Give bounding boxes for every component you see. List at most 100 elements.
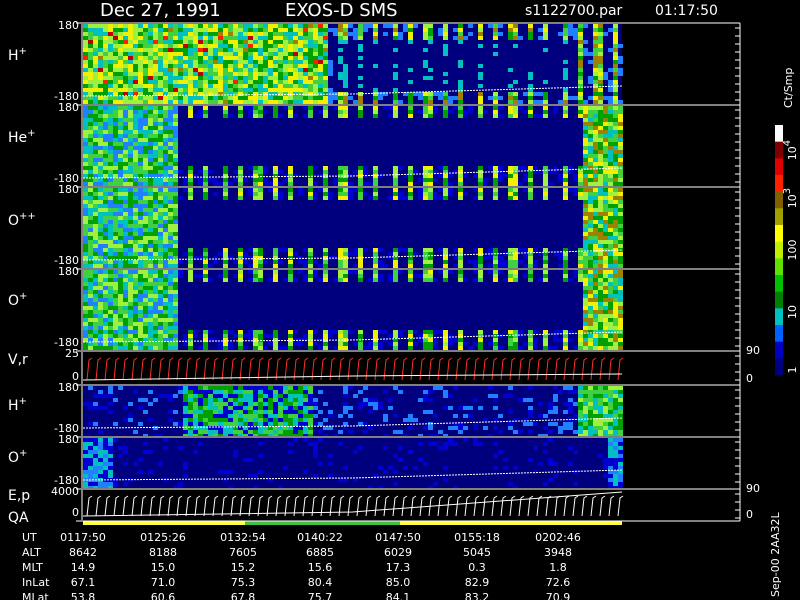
cell xyxy=(513,486,518,488)
cell xyxy=(203,330,208,334)
cell xyxy=(233,76,238,80)
cell xyxy=(238,114,243,118)
cell xyxy=(193,330,198,334)
cell xyxy=(168,200,173,204)
cell xyxy=(83,224,88,228)
cell xyxy=(253,68,258,72)
cell xyxy=(143,84,148,88)
cell xyxy=(578,414,583,418)
cell xyxy=(238,166,243,170)
cell xyxy=(543,166,548,170)
cell xyxy=(598,310,603,314)
cell xyxy=(568,170,573,174)
cell xyxy=(83,134,88,138)
cell xyxy=(133,326,138,330)
cell xyxy=(98,60,103,64)
cell xyxy=(608,146,613,150)
cell xyxy=(598,256,603,260)
cell xyxy=(238,44,243,48)
cell xyxy=(458,24,463,28)
cell xyxy=(128,232,133,236)
cell xyxy=(123,462,128,466)
cell xyxy=(113,310,118,314)
cell xyxy=(578,60,583,64)
cell xyxy=(223,346,228,350)
cell xyxy=(263,92,268,96)
cell xyxy=(143,200,148,204)
cell xyxy=(598,236,603,240)
cell xyxy=(613,430,618,434)
cell xyxy=(193,430,198,434)
cell xyxy=(513,174,518,178)
cell xyxy=(398,248,403,252)
cell xyxy=(408,32,413,36)
cell xyxy=(103,318,108,322)
cell xyxy=(208,80,213,84)
cell xyxy=(508,278,513,282)
cell xyxy=(88,200,93,204)
cell xyxy=(313,166,318,170)
cell xyxy=(148,142,153,146)
cell xyxy=(353,248,358,252)
cell xyxy=(268,64,273,68)
cell xyxy=(83,212,88,216)
cell xyxy=(433,196,438,200)
cell xyxy=(113,182,118,186)
cell xyxy=(163,240,168,244)
cell xyxy=(213,418,218,422)
cell xyxy=(583,126,588,130)
cell xyxy=(128,44,133,48)
cell xyxy=(438,96,443,100)
cell xyxy=(243,426,248,430)
cell xyxy=(258,76,263,80)
cell xyxy=(298,418,303,422)
cell xyxy=(428,196,433,200)
cell xyxy=(318,56,323,60)
cell xyxy=(423,110,428,114)
cell xyxy=(208,398,213,402)
cell xyxy=(198,24,203,28)
cell xyxy=(318,32,323,36)
cell xyxy=(158,118,163,122)
cell xyxy=(508,394,513,398)
cell xyxy=(608,118,613,122)
cell xyxy=(233,68,238,72)
cell xyxy=(238,96,243,100)
cell xyxy=(273,406,278,410)
cell xyxy=(493,338,498,342)
cell xyxy=(148,244,153,248)
cell xyxy=(288,188,293,192)
cell xyxy=(133,220,138,224)
cell xyxy=(578,68,583,72)
cell xyxy=(588,410,593,414)
cell xyxy=(168,68,173,72)
cell xyxy=(98,178,103,182)
cell xyxy=(208,386,213,390)
cell xyxy=(168,32,173,36)
cell xyxy=(593,224,598,228)
cell xyxy=(583,326,588,330)
cell xyxy=(458,406,463,410)
instrument: EXOS-D SMS xyxy=(285,0,398,21)
cell xyxy=(268,402,273,406)
cell xyxy=(158,64,163,68)
cell xyxy=(538,462,543,466)
cell xyxy=(543,24,548,28)
cell xyxy=(148,224,153,228)
cell xyxy=(493,278,498,282)
cell xyxy=(123,122,128,126)
cell xyxy=(173,192,178,196)
cell xyxy=(613,410,618,414)
cell xyxy=(608,48,613,52)
cell xyxy=(338,248,343,252)
cell xyxy=(513,346,518,350)
cell xyxy=(423,174,428,178)
cell xyxy=(528,248,533,252)
cell xyxy=(478,278,483,282)
cell xyxy=(508,32,513,36)
cell xyxy=(218,40,223,44)
cell xyxy=(163,166,168,170)
cell xyxy=(138,282,143,286)
cell xyxy=(588,346,593,350)
cell xyxy=(608,174,613,178)
